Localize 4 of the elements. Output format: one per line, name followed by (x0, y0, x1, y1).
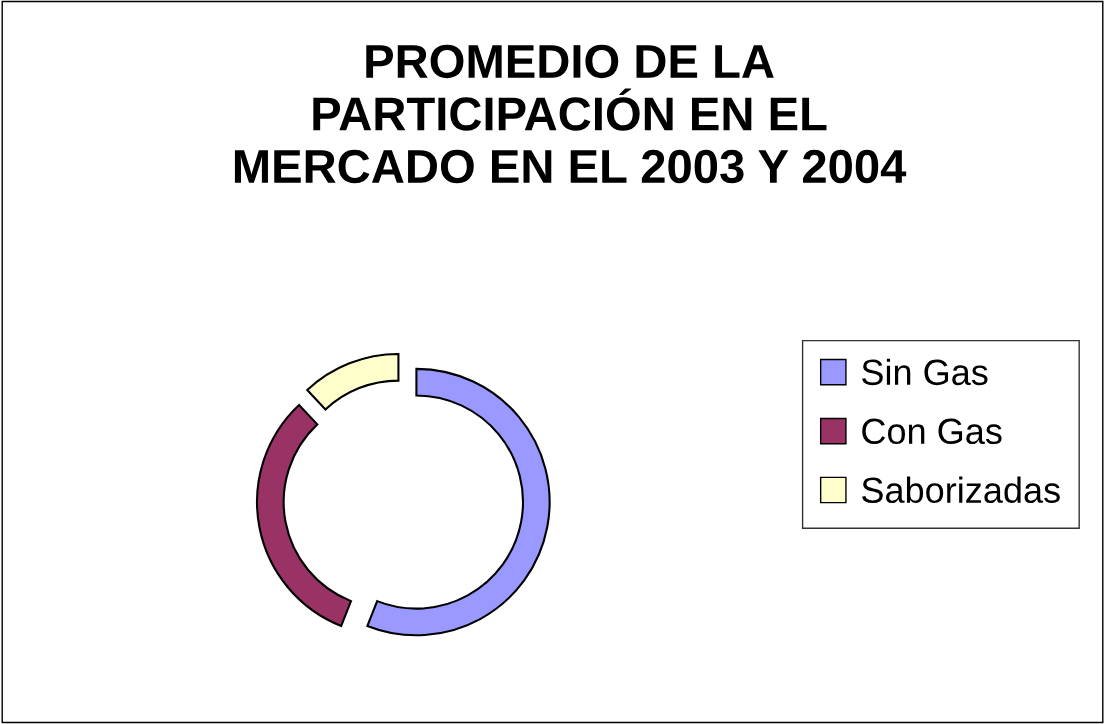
legend-label: Saborizadas (862, 476, 1060, 504)
chart-title: PROMEDIO DE LA PARTICIPACIÓN EN EL MERCADO EN EL 2003 Y 2004 (234, 44, 907, 184)
legend-label: Sin Gas (862, 358, 988, 386)
legend-label: Con Gas (862, 418, 1002, 445)
